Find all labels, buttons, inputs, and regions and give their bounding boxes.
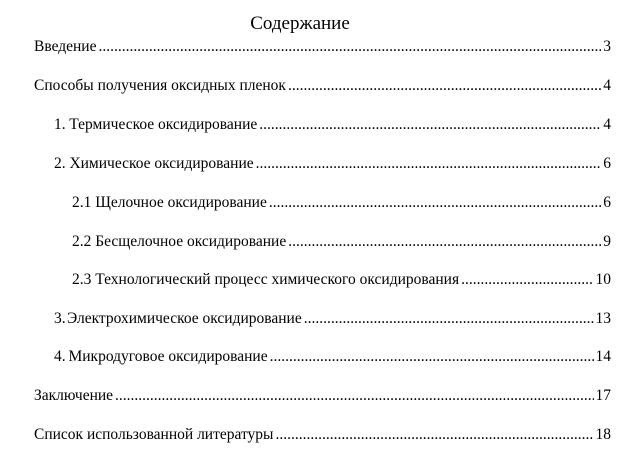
- toc-entry-text: Термическое оксидирование: [69, 116, 258, 133]
- toc-entry[interactable]: 2.Химическое оксидирование 6: [54, 155, 611, 175]
- toc-entry-page: 6: [603, 155, 611, 172]
- toc-entry[interactable]: 4.Микродуговое оксидирование 14: [54, 348, 611, 368]
- toc-entry[interactable]: 2.3 Технологический процесс химического …: [72, 271, 611, 291]
- toc-entry-page: 17: [595, 387, 612, 404]
- toc-entry-text: Способы получения оксидных пленок: [34, 77, 286, 94]
- toc-entry-page: 14: [595, 348, 612, 365]
- toc-entry-page: 6: [603, 194, 611, 211]
- toc-entry[interactable]: 2.1 Щелочное оксидирование 6: [72, 194, 611, 214]
- dot-leader: [256, 155, 602, 173]
- toc-entry-text: Введение: [34, 38, 97, 55]
- toc-entry-text: Электрохимическое оксидирование: [66, 310, 302, 327]
- dot-leader: [269, 194, 601, 212]
- toc-entry-text: 2.3 Технологический процесс химического …: [72, 271, 460, 288]
- toc-entry[interactable]: 3.Электрохимическое оксидирование 13: [54, 310, 611, 330]
- dot-leader: [115, 387, 593, 405]
- toc-entry-number: 4.: [54, 348, 66, 365]
- toc-entry-number: 1.: [54, 116, 66, 133]
- toc-entry-page: 4: [603, 77, 611, 94]
- toc-entry-number: 3.: [54, 310, 66, 327]
- toc-entry-text: Список использованной литературы: [34, 426, 274, 443]
- toc-entry[interactable]: 1.Термическое оксидирование 4: [54, 116, 611, 136]
- toc-entry-text: Химическое оксидирование: [69, 155, 254, 172]
- toc-title: Содержание: [250, 13, 350, 34]
- toc-entry[interactable]: Список использованной литературы 18: [34, 426, 611, 446]
- dot-leader: [259, 116, 601, 134]
- toc-entry[interactable]: Способы получения оксидных пленок 4: [34, 77, 611, 97]
- toc-entry-page: 18: [595, 426, 612, 443]
- toc-entry[interactable]: 2.2 Бесщелочное оксидирование 9: [72, 233, 611, 253]
- toc-entry-number: 2.: [54, 155, 66, 172]
- toc-entry[interactable]: Введение 3: [34, 38, 611, 58]
- dot-leader: [288, 77, 601, 95]
- toc-entry-text: 2.2 Бесщелочное оксидирование: [72, 233, 287, 250]
- dot-leader: [304, 310, 594, 328]
- dot-leader: [98, 38, 601, 56]
- dot-leader: [461, 271, 593, 289]
- toc-entry-text: Микродуговое оксидирование: [68, 348, 268, 365]
- toc-entry-page: 10: [595, 271, 612, 288]
- dot-leader: [270, 348, 594, 366]
- dot-leader: [288, 233, 601, 251]
- toc-entry-page: 4: [603, 116, 611, 133]
- dot-leader: [275, 426, 593, 444]
- toc-entry-page: 3: [603, 38, 611, 55]
- toc-entry-page: 9: [603, 233, 611, 250]
- toc-entry-text: 2.1 Щелочное оксидирование: [72, 194, 267, 211]
- toc-entry[interactable]: Заключение 17: [34, 387, 611, 407]
- toc-entry-text: Заключение: [34, 387, 114, 404]
- toc-entry-page: 13: [595, 310, 612, 327]
